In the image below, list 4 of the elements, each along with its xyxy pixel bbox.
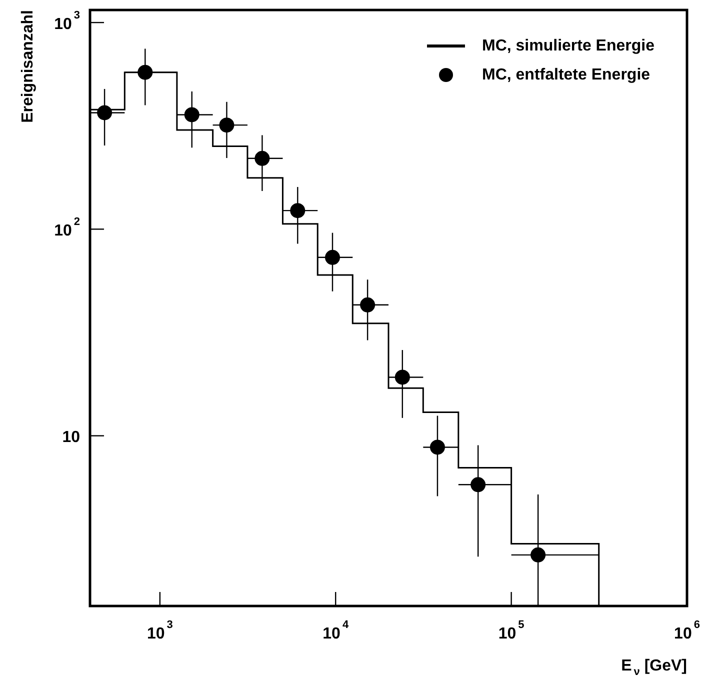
legend-label: MC, entfaltete Energie — [482, 66, 650, 84]
y-axis-title: Ereignisanzahl — [19, 10, 36, 123]
y-tick-label: 10 — [62, 429, 80, 446]
legend-label: MC, simulierte Energie — [482, 37, 655, 54]
